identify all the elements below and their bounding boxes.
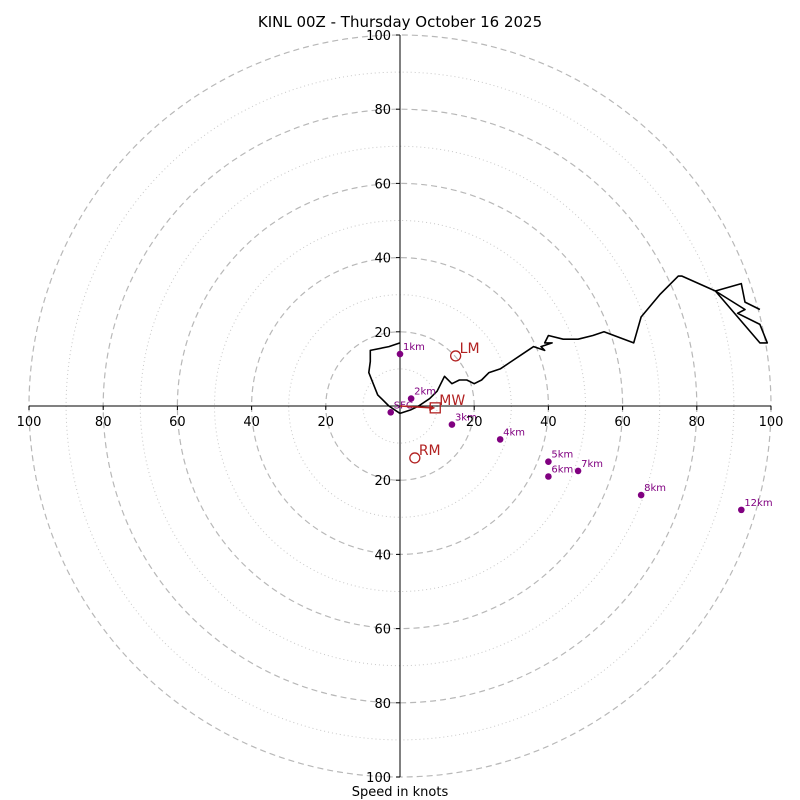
hodograph-line [367, 275, 769, 415]
height-marker-label: 3km [455, 413, 477, 424]
x-tick-label: 60 [614, 415, 631, 430]
shear-vector-line [399, 405, 432, 409]
storm-motion-marker [449, 350, 462, 362]
x-tick-label: 40 [243, 415, 260, 430]
height-marker-label: 12km [744, 498, 772, 509]
y-tick-label: 60 [374, 623, 391, 638]
height-marker-dot [496, 436, 504, 443]
height-marker-dot [637, 491, 645, 499]
height-marker-label: 8km [644, 483, 666, 494]
y-tick-label: 20 [374, 474, 391, 489]
storm-motion-label: MW [439, 393, 465, 409]
height-marker-dot [387, 409, 395, 416]
storm-motion-marker [409, 452, 421, 464]
height-marker-label: 2km [414, 387, 436, 398]
height-marker-label: 4km [503, 427, 525, 438]
y-tick-label: 100 [366, 29, 391, 44]
storm-motion-label: LM [460, 341, 480, 357]
y-tick-label: 80 [374, 697, 391, 712]
x-tick-label: 100 [759, 415, 784, 430]
x-axis-label: Speed in knots [352, 785, 449, 800]
y-tick-label: 20 [374, 326, 391, 341]
chart-title: KINL 00Z - Thursday October 16 2025 [258, 13, 542, 31]
x-tick-label: 20 [466, 415, 483, 430]
height-marker-label: 6km [551, 464, 573, 475]
height-marker-dot [545, 458, 552, 465]
y-tick-label: 60 [374, 177, 391, 192]
height-marker-dot [545, 473, 552, 480]
height-marker-dot [738, 506, 745, 514]
height-marker-dot [448, 421, 456, 428]
x-tick-label: 100 [17, 415, 42, 430]
height-marker-dot [574, 467, 582, 475]
y-tick-label: 80 [374, 103, 391, 118]
y-tick-label: 100 [366, 771, 391, 786]
height-marker-dot [407, 395, 415, 402]
storm-motions: LM RM MW [399, 341, 480, 464]
x-tick-label: 80 [95, 415, 112, 430]
mean-wind-marker [429, 402, 441, 414]
x-tick-label: 60 [169, 415, 186, 430]
y-tick-label: 40 [374, 252, 391, 267]
height-marker-label: 5km [551, 450, 573, 461]
height-marker-dot [396, 350, 404, 358]
tick-labels: 100 80 60 40 20 20 40 60 80 100 100 80 60 40 20 20 40 60 8… [17, 29, 784, 786]
x-tick-label: 80 [689, 415, 706, 430]
height-marker-label: 7km [581, 459, 603, 470]
y-tick-label: 40 [374, 548, 391, 563]
x-tick-label: 40 [540, 415, 557, 430]
storm-motion-label: RM [419, 443, 441, 459]
height-marker-label: 1km [403, 342, 425, 353]
x-tick-label: 20 [318, 415, 335, 430]
hodograph-trace [367, 275, 769, 415]
